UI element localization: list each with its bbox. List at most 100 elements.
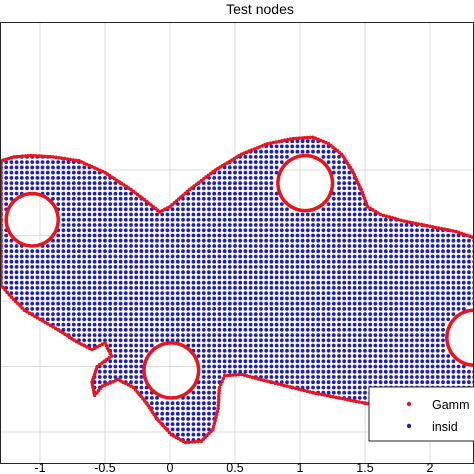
inside-point bbox=[253, 364, 258, 369]
inside-point bbox=[87, 191, 92, 196]
inside-point bbox=[181, 422, 185, 426]
inside-point bbox=[207, 312, 211, 316]
inside-point bbox=[331, 380, 336, 385]
inside-point bbox=[290, 228, 295, 233]
inside-point bbox=[217, 275, 222, 280]
inside-point bbox=[25, 259, 29, 264]
inside-point bbox=[40, 170, 45, 175]
inside-point bbox=[279, 369, 284, 374]
inside-point bbox=[56, 322, 61, 327]
inside-point bbox=[321, 149, 326, 154]
boundary-point bbox=[325, 393, 330, 398]
inside-point bbox=[321, 380, 326, 385]
inside-point bbox=[305, 312, 310, 316]
inside-point bbox=[430, 254, 435, 259]
inside-point bbox=[207, 191, 211, 196]
inside-point bbox=[66, 312, 71, 316]
inside-point bbox=[352, 359, 357, 364]
inside-point bbox=[191, 422, 196, 426]
boundary-point bbox=[359, 187, 363, 192]
inside-point bbox=[217, 181, 222, 186]
inside-point bbox=[363, 380, 367, 385]
inside-point bbox=[274, 307, 279, 311]
inside-point bbox=[305, 333, 310, 337]
inside-point bbox=[373, 270, 378, 275]
inside-point bbox=[404, 317, 409, 322]
inside-point bbox=[441, 317, 445, 322]
inside-point bbox=[108, 322, 113, 327]
inside-point bbox=[207, 196, 211, 201]
boundary-point bbox=[279, 382, 284, 387]
inside-point bbox=[97, 176, 102, 180]
inside-point bbox=[264, 312, 269, 316]
inside-point bbox=[420, 343, 425, 348]
inside-point bbox=[389, 249, 393, 254]
inside-point bbox=[9, 244, 14, 248]
inside-point bbox=[123, 259, 128, 264]
inside-point bbox=[212, 280, 217, 285]
inside-point bbox=[4, 186, 9, 191]
inside-point bbox=[342, 369, 347, 374]
inside-point bbox=[144, 301, 149, 306]
inside-point bbox=[207, 385, 211, 390]
inside-point bbox=[170, 228, 175, 233]
inside-point bbox=[259, 238, 263, 243]
inside-point bbox=[259, 354, 263, 358]
inside-point bbox=[337, 155, 341, 159]
inside-point bbox=[71, 312, 76, 316]
boundary-point bbox=[196, 439, 200, 444]
inside-point bbox=[248, 186, 253, 191]
inside-point bbox=[207, 286, 211, 290]
inside-point bbox=[134, 369, 139, 374]
inside-point bbox=[186, 333, 191, 337]
inside-point bbox=[66, 191, 71, 196]
inside-point bbox=[373, 380, 378, 385]
boundary-point bbox=[53, 326, 58, 331]
inside-point bbox=[253, 354, 258, 358]
inside-point bbox=[290, 333, 295, 337]
boundary-point bbox=[293, 386, 298, 391]
inside-point bbox=[352, 275, 357, 280]
inside-point bbox=[456, 280, 461, 285]
inside-point bbox=[326, 338, 331, 343]
inside-point bbox=[394, 244, 399, 248]
inside-point bbox=[155, 396, 159, 400]
inside-point bbox=[435, 296, 440, 301]
inside-point bbox=[51, 181, 55, 186]
inside-point bbox=[430, 364, 435, 369]
inside-point bbox=[383, 301, 388, 306]
inside-point bbox=[285, 369, 289, 374]
inside-point bbox=[248, 259, 253, 264]
inside-point bbox=[404, 233, 409, 238]
inside-point bbox=[389, 354, 393, 358]
inside-point bbox=[321, 291, 326, 295]
inside-point bbox=[394, 364, 399, 369]
inside-point bbox=[253, 359, 258, 364]
inside-point bbox=[129, 327, 133, 332]
inside-point bbox=[269, 259, 274, 264]
boundary-point bbox=[236, 372, 241, 377]
inside-point bbox=[394, 369, 399, 374]
boundary-point bbox=[297, 136, 301, 140]
inside-point bbox=[175, 422, 180, 426]
inside-point bbox=[326, 333, 331, 337]
inside-point bbox=[274, 275, 279, 280]
inside-point bbox=[118, 254, 123, 259]
inside-point bbox=[259, 369, 263, 374]
inside-point bbox=[331, 333, 336, 337]
inside-point bbox=[92, 291, 97, 295]
inside-point bbox=[264, 228, 269, 233]
inside-point bbox=[363, 338, 367, 343]
inside-point bbox=[66, 165, 71, 170]
inside-point bbox=[9, 286, 14, 290]
inside-point bbox=[363, 249, 367, 254]
inside-point bbox=[331, 327, 336, 332]
inside-point bbox=[269, 265, 274, 269]
inside-point bbox=[337, 348, 341, 353]
inside-point bbox=[243, 265, 248, 269]
inside-point bbox=[87, 265, 92, 269]
inside-point bbox=[227, 333, 232, 337]
inside-point bbox=[347, 354, 352, 358]
inside-point bbox=[409, 228, 414, 233]
inside-point bbox=[404, 280, 409, 285]
